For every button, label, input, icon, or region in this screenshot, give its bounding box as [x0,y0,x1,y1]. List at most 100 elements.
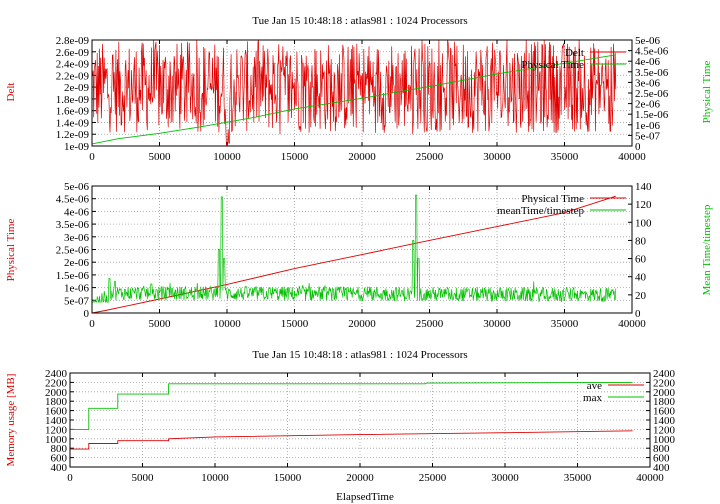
x-tick-label: 25000 [416,318,444,330]
y-tick-label: 1.4e-09 [56,117,90,129]
x-tick-label: 30000 [483,151,511,163]
x-tick-label: 35000 [551,318,579,330]
y-tick-label: 5e-06 [64,181,90,193]
legend-label: max [583,392,602,404]
y-tick-label: 2200 [45,377,68,389]
y2-tick-label: 1400 [653,415,676,427]
y2-tick-label: 2e-06 [635,99,661,111]
y2-tick-label: 3e-06 [635,77,661,89]
x-tick-label: 10000 [201,472,229,484]
x-tick-label: 25000 [416,151,444,163]
y-tick-label: 1e-09 [64,141,90,153]
legend-label: Delt [565,47,584,59]
y2-tick-label: 0 [635,141,641,153]
panel2-ylabel: Physical Time [5,219,17,282]
y2-tick-label: 2400 [653,368,676,380]
legend-label: meanTime/timestep [497,205,584,217]
y-tick-label: 2e-09 [64,82,90,94]
y2-tick-label: 60 [635,254,647,266]
x-tick-label: 40000 [636,472,664,484]
y2-tick-label: 140 [635,181,652,193]
y2-tick-label: 100 [635,217,652,229]
y2-tick-label: 1200 [653,424,676,436]
y2-tick-label: 0 [635,308,641,320]
legend-label: ave [587,380,602,392]
x-tick-label: 0 [89,151,95,163]
panel1-title: Tue Jan 15 10:48:18 : atlas981 : 1024 Pr… [252,15,467,27]
y-tick-label: 2.2e-09 [56,70,90,82]
series-line-physical-time [92,54,616,145]
y2-tick-label: 3.5e-06 [635,67,669,79]
y-tick-label: 2000 [45,387,68,399]
x-tick-label: 35000 [551,151,579,163]
y-tick-label: 400 [51,462,68,474]
x-tick-label: 15000 [274,472,302,484]
legend-label: Physical Time [521,193,584,205]
y-tick-label: 4.5e-06 [56,194,90,206]
x-tick-label: 40000 [618,151,646,163]
x-tick-label: 40000 [618,318,646,330]
y2-tick-label: 1.5e-06 [635,109,669,121]
plot-frame [69,372,651,468]
series-line-physical-time [92,195,616,313]
y-tick-label: 1.2e-09 [56,129,90,141]
y2-tick-label: 1e-06 [635,120,661,132]
panel2-y2label: Mean Time/timestep [701,204,713,295]
panel-physical-time-mean-time: Physical Time Mean Time/timestep 0 5000 10… [5,181,713,330]
y2-tick-label: 5e-06 [635,35,661,47]
y2-tick-label: 2.5e-06 [635,88,669,100]
y-tick-label: 1600 [45,406,68,418]
y-tick-label: 2.6e-09 [56,47,90,59]
y-tick-label: 1400 [45,415,68,427]
x-tick-label: 25000 [419,472,447,484]
x-tick-label: 15000 [281,151,309,163]
y-tick-label: 2.5e-06 [56,245,90,257]
panel1-ylabel: Delt [5,83,17,102]
y-tick-label: 2.4e-09 [56,59,90,71]
y2-tick-label: 400 [653,462,670,474]
y-tick-label: 1800 [45,396,68,408]
x-tick-label: 5000 [149,318,172,330]
series-line-ave [70,430,633,450]
panel3-title: Tue Jan 15 10:48:18 : atlas981 : 1024 Pr… [252,349,467,361]
y-tick-label: 1e-06 [64,283,90,295]
y-tick-label: 2400 [45,368,68,380]
y-tick-label: 800 [51,443,68,455]
legend-label: Physical Time [521,59,584,71]
y2-tick-label: 800 [653,443,670,455]
x-tick-label: 30000 [483,318,511,330]
x-tick-label: 15000 [281,318,309,330]
x-tick-label: 20000 [348,318,376,330]
x-tick-label: 10000 [213,318,241,330]
y2-tick-label: 1600 [653,406,676,418]
y-tick-label: 1.8e-09 [56,94,90,106]
panel1-y2label: Physical Time [701,61,713,124]
y-tick-label: 1200 [45,424,68,436]
y-tick-label: 2e-06 [64,257,90,269]
y2-tick-label: 120 [635,199,652,211]
series-line-max [70,381,633,430]
x-tick-label: 30000 [491,472,519,484]
y-tick-label: 3e-06 [64,232,90,244]
x-tick-label: 20000 [348,151,376,163]
x-tick-label: 10000 [213,151,241,163]
y-tick-label: 1.6e-09 [56,106,90,118]
y-tick-label: 1000 [45,434,68,446]
y2-tick-label: 2000 [653,387,676,399]
y-tick-label: 600 [51,453,68,465]
x-tick-label: 5000 [132,472,155,484]
y-tick-label: 4e-06 [64,206,90,218]
panel-memory-usage: Tue Jan 15 10:48:18 : atlas981 : 1024 Pr… [5,349,676,503]
y-tick-label: 0 [84,308,90,320]
series-line-delt [92,40,617,146]
x-tick-label: 0 [67,472,73,484]
y2-tick-label: 40 [635,272,647,284]
y-tick-label: 1.5e-06 [56,270,90,282]
series-line-meantime-timestep [92,194,617,304]
y2-tick-label: 80 [635,235,647,247]
y-tick-label: 3.5e-06 [56,219,90,231]
y2-tick-label: 4e-06 [635,56,661,68]
panel3-xlabel: ElapsedTime [336,491,394,503]
